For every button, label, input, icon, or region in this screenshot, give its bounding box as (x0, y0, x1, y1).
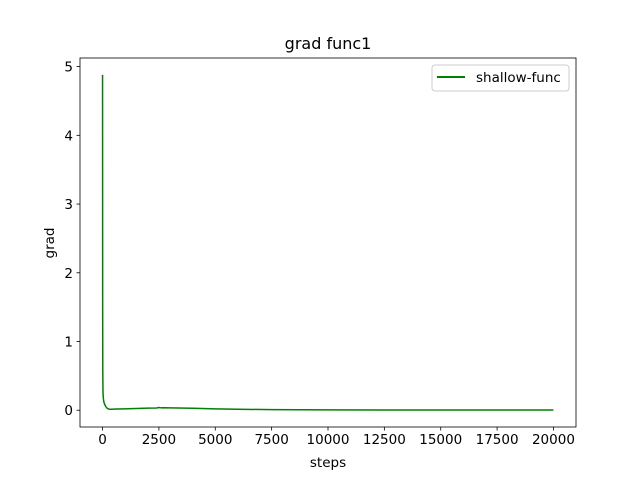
x-tick-label: 10000 (307, 432, 350, 448)
chart-title: grad func1 (285, 34, 372, 53)
y-tick-label: 4 (64, 128, 73, 144)
legend-box (431, 64, 570, 92)
x-tick-label: 0 (98, 432, 107, 448)
y-axis-label: grad (42, 228, 58, 259)
y-tick-label: 2 (64, 266, 73, 282)
x-tick-label: 5000 (198, 432, 232, 448)
x-axis: 0 2500 5000 7500 10000 12500 15000 17500 20000 (98, 427, 575, 448)
y-tick-label: 3 (64, 197, 73, 213)
x-tick-label: 12500 (363, 432, 406, 448)
legend: shallow-func (431, 64, 570, 92)
y-axis: 0 1 2 3 4 5 (64, 60, 80, 419)
x-tick-label: 7500 (254, 432, 288, 448)
series-line-shallow-func (101, 74, 554, 411)
x-axis-label: steps (310, 455, 346, 471)
x-tick-label: 20000 (532, 432, 575, 448)
y-tick-label: 1 (64, 335, 73, 351)
y-tick-label: 0 (64, 403, 73, 419)
legend-label-shallow-func: shallow-func (476, 70, 561, 86)
x-tick-label: 2500 (142, 432, 176, 448)
x-tick-label: 17500 (476, 432, 519, 448)
x-tick-label: 15000 (419, 432, 462, 448)
y-tick-label: 5 (64, 60, 73, 76)
